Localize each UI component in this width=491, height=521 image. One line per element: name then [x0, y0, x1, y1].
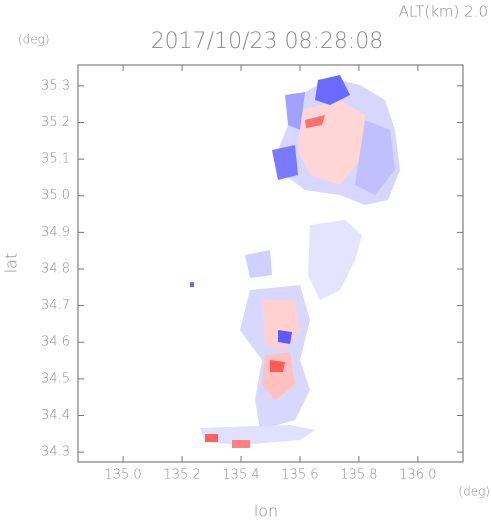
- y-tick-label: 35.1: [41, 152, 70, 167]
- y-tick-label: 35.2: [41, 115, 70, 130]
- y-tick-label: 35.3: [41, 78, 70, 93]
- x-tick-label: 135.2: [163, 468, 200, 483]
- x-tick-label: 135.6: [281, 468, 318, 483]
- altitude-label: ALT(km) 2.0: [399, 3, 488, 21]
- y-tick-label: 34.6: [41, 335, 70, 350]
- x-tick-label: 136.0: [399, 468, 436, 483]
- plot-frame: [77, 64, 464, 463]
- y-unit: (deg): [18, 33, 50, 47]
- x-tick-label: 135.4: [222, 468, 259, 483]
- y-tick-label: 34.7: [41, 298, 70, 313]
- chart-title: 2017/10/23 08:28:08: [151, 29, 384, 54]
- y-axis-label: lat: [2, 253, 21, 274]
- radar-echoes: [190, 75, 400, 448]
- x-unit: (deg): [458, 485, 490, 499]
- y-tick-label: 34.8: [41, 261, 70, 276]
- y-tick-label: 34.3: [41, 445, 70, 460]
- x-tick-label: 135.8: [340, 468, 377, 483]
- y-tick-label: 34.4: [41, 408, 70, 423]
- x-axis-label: lon: [254, 502, 278, 521]
- y-tick-label: 34.9: [41, 225, 70, 240]
- x-tick-label: 135.0: [104, 468, 141, 483]
- y-tick-label: 34.5: [41, 371, 70, 386]
- y-tick-label: 35.0: [41, 188, 70, 203]
